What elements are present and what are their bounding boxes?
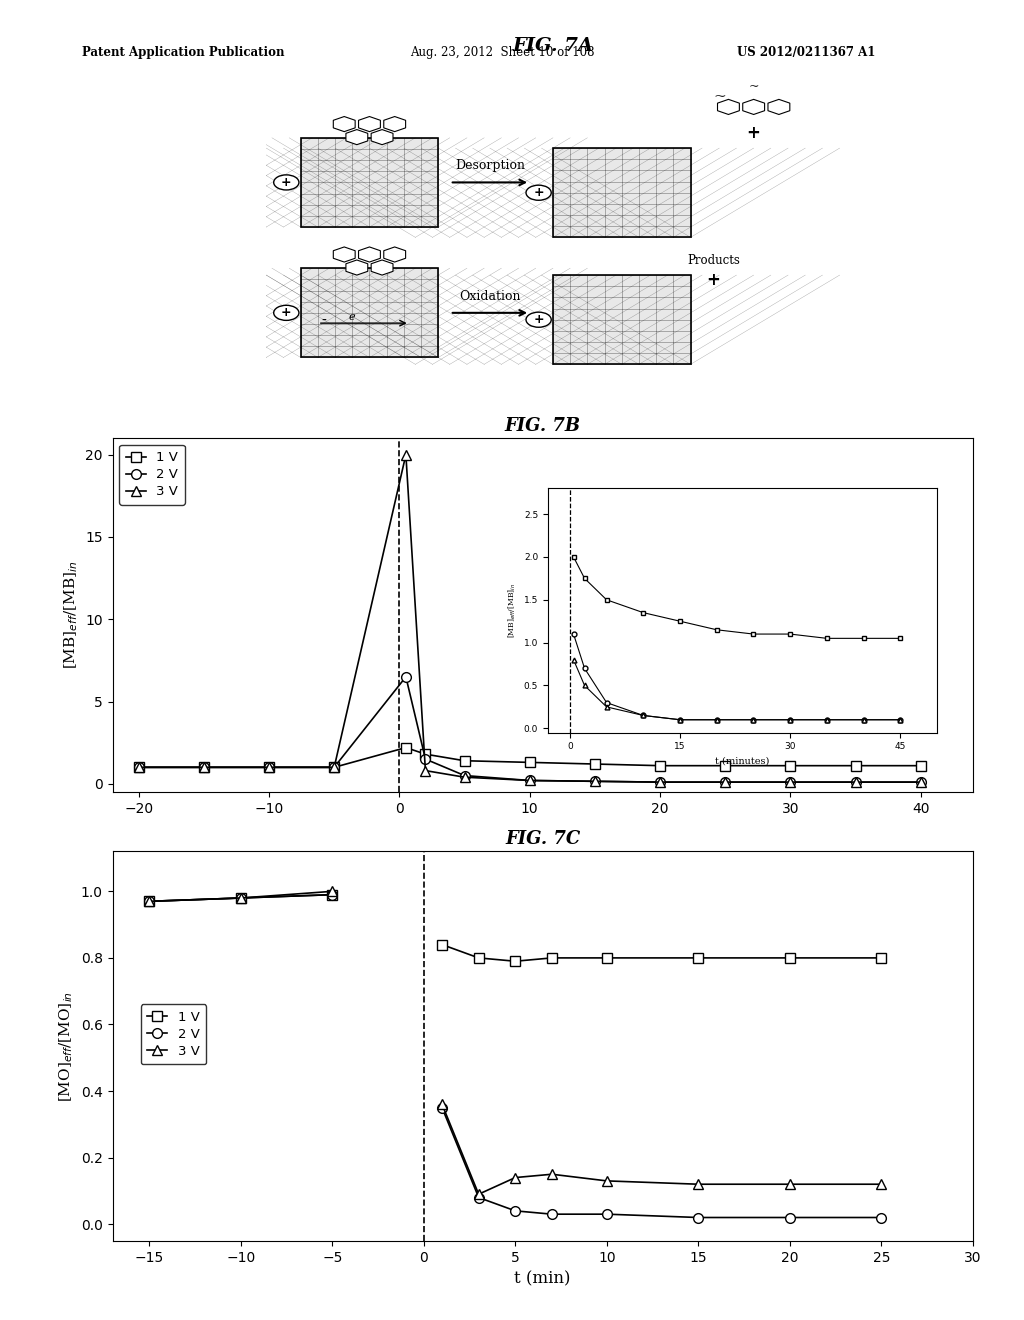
- 1 V: [263, 759, 275, 775]
- Text: e: e: [349, 313, 355, 322]
- 1 V: [143, 894, 156, 909]
- 2 V: [143, 894, 156, 909]
- 3 V: [523, 772, 536, 788]
- 3 V: [784, 775, 797, 791]
- Text: ~: ~: [713, 90, 726, 104]
- 2 V: [328, 759, 340, 775]
- 3 V: [849, 775, 861, 791]
- Circle shape: [526, 185, 551, 201]
- 3 V: [719, 775, 731, 791]
- 2 V: [589, 774, 601, 789]
- 1 V: [719, 758, 731, 774]
- Text: Aug. 23, 2012  Sheet 10 of 108: Aug. 23, 2012 Sheet 10 of 108: [410, 46, 594, 59]
- X-axis label: t (minutes): t (minutes): [715, 756, 770, 766]
- Text: +: +: [281, 176, 292, 189]
- 2 V: [198, 759, 210, 775]
- 2 V: [654, 775, 667, 791]
- 1 V: [914, 758, 927, 774]
- 3 V: [419, 763, 431, 779]
- Legend: 1 V, 2 V, 3 V: 1 V, 2 V, 3 V: [119, 445, 184, 506]
- 3 V: [198, 759, 210, 775]
- Title: FIG. 7B: FIG. 7B: [505, 417, 581, 436]
- 2 V: [849, 775, 861, 791]
- 1 V: [198, 759, 210, 775]
- 1 V: [849, 758, 861, 774]
- Y-axis label: [MO]$_{eff}$/[MO]$_{in}$: [MO]$_{eff}$/[MO]$_{in}$: [57, 990, 76, 1102]
- Y-axis label: [MB]$_{eff}$/[MB]$_{in}$: [MB]$_{eff}$/[MB]$_{in}$: [507, 583, 518, 638]
- 1 V: [326, 887, 338, 903]
- Line: 1 V: 1 V: [144, 890, 337, 907]
- Text: -: -: [322, 314, 326, 329]
- Bar: [301, 268, 438, 358]
- 2 V: [719, 775, 731, 791]
- Text: +: +: [281, 306, 292, 319]
- 2 V: [234, 890, 247, 906]
- 2 V: [399, 669, 412, 685]
- 2 V: [784, 775, 797, 791]
- Text: +: +: [746, 124, 761, 141]
- Text: Patent Application Publication: Patent Application Publication: [82, 46, 285, 59]
- Circle shape: [273, 305, 299, 321]
- Bar: [553, 148, 690, 238]
- Text: +: +: [707, 271, 721, 289]
- 3 V: [654, 775, 667, 791]
- 1 V: [654, 758, 667, 774]
- 3 V: [589, 774, 601, 789]
- 3 V: [326, 883, 338, 899]
- 3 V: [459, 770, 471, 785]
- X-axis label: t (min): t (min): [514, 1270, 571, 1287]
- 2 V: [263, 759, 275, 775]
- Text: Oxidation: Oxidation: [459, 289, 520, 302]
- 2 V: [326, 887, 338, 903]
- Circle shape: [273, 174, 299, 190]
- 1 V: [523, 755, 536, 771]
- Text: +: +: [534, 313, 544, 326]
- Text: US 2012/0211367 A1: US 2012/0211367 A1: [737, 46, 876, 59]
- Text: Products: Products: [687, 253, 740, 267]
- 2 V: [419, 751, 431, 767]
- 2 V: [459, 768, 471, 784]
- 1 V: [234, 890, 247, 906]
- Text: +: +: [534, 186, 544, 199]
- 1 V: [132, 759, 144, 775]
- 1 V: [419, 746, 431, 762]
- 3 V: [143, 894, 156, 909]
- 3 V: [263, 759, 275, 775]
- Line: 2 V: 2 V: [144, 890, 337, 907]
- Bar: [553, 275, 690, 364]
- Text: FIG. 7A: FIG. 7A: [512, 37, 594, 55]
- 1 V: [399, 739, 412, 755]
- Line: 3 V: 3 V: [134, 450, 926, 787]
- 3 V: [399, 446, 412, 462]
- Title: FIG. 7C: FIG. 7C: [505, 830, 581, 849]
- Bar: [301, 137, 438, 227]
- Line: 1 V: 1 V: [134, 743, 926, 772]
- 2 V: [523, 772, 536, 788]
- 2 V: [914, 775, 927, 791]
- 3 V: [234, 890, 247, 906]
- Text: ~: ~: [749, 79, 759, 92]
- 1 V: [784, 758, 797, 774]
- Y-axis label: [MB]$_{eff}$/[MB]$_{in}$: [MB]$_{eff}$/[MB]$_{in}$: [62, 561, 80, 669]
- 1 V: [459, 752, 471, 768]
- Text: Desorption: Desorption: [455, 160, 525, 172]
- 1 V: [328, 759, 340, 775]
- Circle shape: [526, 312, 551, 327]
- Line: 2 V: 2 V: [134, 672, 926, 787]
- 1 V: [589, 756, 601, 772]
- 3 V: [328, 759, 340, 775]
- Legend: 1 V, 2 V, 3 V: 1 V, 2 V, 3 V: [140, 1005, 206, 1064]
- 3 V: [132, 759, 144, 775]
- 2 V: [132, 759, 144, 775]
- Line: 3 V: 3 V: [144, 887, 337, 907]
- 3 V: [914, 775, 927, 791]
